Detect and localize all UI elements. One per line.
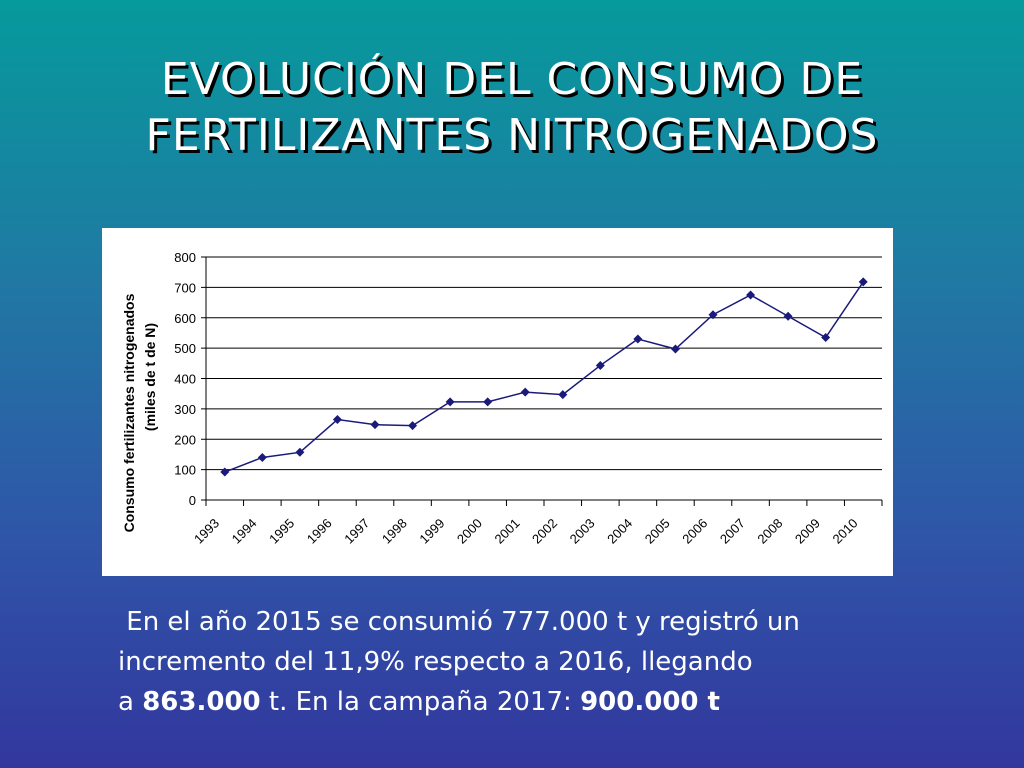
x-tick-label-1997: 1997 <box>341 516 372 547</box>
y-tick-label-200: 200 <box>174 432 196 447</box>
caption-line-3-mid: t. En la campaña 2017: <box>260 687 581 717</box>
x-tick-labels: 1993 1994 1995 1996 1997 1998 1999 2000 2001 2002… <box>191 516 861 547</box>
data-point-2009 <box>821 332 831 342</box>
data-point-1996 <box>332 415 342 425</box>
data-point-1993 <box>220 467 230 477</box>
data-point-1997 <box>370 420 380 430</box>
x-tick-label-1995: 1995 <box>266 516 297 547</box>
data-point-1998 <box>408 421 418 431</box>
caption-line-1: En el año 2015 se consumió 777.000 t y r… <box>118 607 800 637</box>
caption-value-900000: 900.000 t <box>580 687 720 717</box>
y-tick-label-300: 300 <box>174 402 196 417</box>
x-tick-label-2003: 2003 <box>567 516 598 547</box>
x-tick-label-1998: 1998 <box>379 516 410 547</box>
data-point-2007 <box>746 290 756 300</box>
caption-value-863000: 863.000 <box>142 687 261 717</box>
data-point-2003 <box>595 360 605 370</box>
y-tick-label-0: 0 <box>189 493 196 508</box>
x-tick-label-1994: 1994 <box>229 516 260 547</box>
y-axis-label: Consumo fertilizantes nitrogenados (mile… <box>121 293 158 532</box>
data-point-2000 <box>483 397 493 407</box>
title-line-1: EVOLUCIÓN DEL CONSUMO DE <box>160 54 864 105</box>
x-tick-label-2000: 2000 <box>454 516 485 547</box>
caption-line-2: incremento del 11,9% respecto a 2016, ll… <box>118 647 753 677</box>
chart-panel: Consumo fertilizantes nitrogenados (mile… <box>102 228 893 576</box>
series-consumo <box>220 277 868 477</box>
y-tick-label-600: 600 <box>174 311 196 326</box>
x-tick-label-1993: 1993 <box>191 516 222 547</box>
x-tick-label-2008: 2008 <box>754 516 785 547</box>
y-tick-label-400: 400 <box>174 372 196 387</box>
data-point-1994 <box>257 452 267 462</box>
data-point-2004 <box>633 334 643 344</box>
line-chart: Consumo fertilizantes nitrogenados (mile… <box>121 250 883 547</box>
x-tick-label-2009: 2009 <box>792 516 823 547</box>
y-tick-label-500: 500 <box>174 341 196 356</box>
caption-line-3: a 863.000 t. En la campaña 2017: 900.000… <box>118 682 978 722</box>
data-point-2010 <box>858 277 868 287</box>
data-point-1999 <box>445 397 455 407</box>
caption: En el año 2015 se consumió 777.000 t y r… <box>118 602 978 722</box>
y-tick-labels: 0 100 200 300 400 500 600 700 800 <box>174 250 206 508</box>
x-tick-label-2002: 2002 <box>529 516 560 547</box>
data-point-1995 <box>295 447 305 457</box>
y-tick-label-700: 700 <box>174 280 196 295</box>
y-axis-label-line-2: (miles de t de N) <box>142 323 158 431</box>
x-tick-label-1996: 1996 <box>304 516 335 547</box>
caption-line-3-prefix: a <box>118 687 143 717</box>
series-line <box>224 281 864 473</box>
x-axis <box>205 257 883 506</box>
x-tick-label-2007: 2007 <box>717 516 748 547</box>
gridlines <box>206 256 882 471</box>
data-point-2001 <box>520 387 530 397</box>
x-tick-label-2006: 2006 <box>679 516 710 547</box>
x-tick-label-1999: 1999 <box>416 516 447 547</box>
x-tick-label-2005: 2005 <box>642 516 673 547</box>
x-tick-label-2004: 2004 <box>604 516 635 547</box>
x-tick-label-2010: 2010 <box>830 516 861 547</box>
y-tick-label-100: 100 <box>174 463 196 478</box>
y-axis-label-line-1: Consumo fertilizantes nitrogenados <box>121 293 137 532</box>
data-point-2002 <box>558 390 568 400</box>
data-point-2006 <box>708 310 718 320</box>
x-tick-label-2001: 2001 <box>492 516 523 547</box>
title-line-2: FERTILIZANTES NITROGENADOS <box>145 110 879 161</box>
data-point-2008 <box>783 311 793 321</box>
data-point-2005 <box>670 344 680 354</box>
slide-title: EVOLUCIÓN DEL CONSUMO DE FERTILIZANTES N… <box>0 52 1024 164</box>
y-tick-label-800: 800 <box>174 250 196 265</box>
